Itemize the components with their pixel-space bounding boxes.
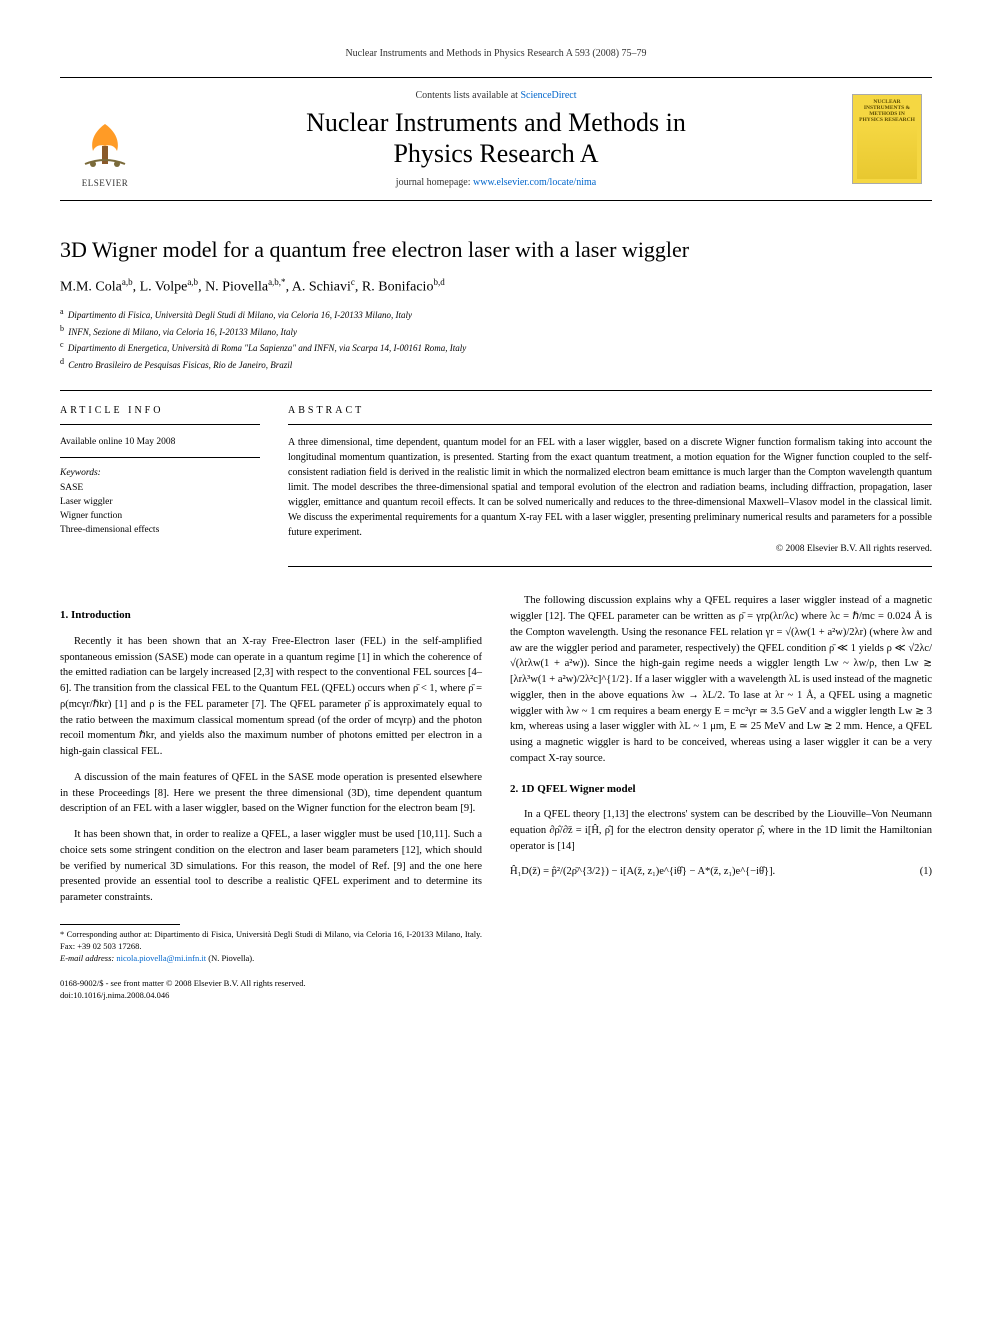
email-who: (N. Piovella). bbox=[206, 953, 254, 963]
section-1-head: 1. Introduction bbox=[60, 607, 482, 624]
email-label: E-mail address: bbox=[60, 953, 116, 963]
email-link[interactable]: nicola.piovella@mi.infn.it bbox=[116, 953, 206, 963]
bottom-meta: 0168-9002/$ - see front matter © 2008 El… bbox=[60, 978, 482, 1002]
homepage-link[interactable]: www.elsevier.com/locate/nima bbox=[473, 177, 596, 188]
keyword: Three-dimensional effects bbox=[60, 523, 260, 537]
section-1-para-4: The following discussion explains why a … bbox=[510, 593, 932, 766]
publisher-label: ELSEVIER bbox=[82, 178, 129, 188]
front-matter-line: 0168-9002/$ - see front matter © 2008 El… bbox=[60, 978, 482, 990]
section-1-para-1: Recently it has been shown that an X-ray… bbox=[60, 634, 482, 760]
abstract-head: ABSTRACT bbox=[288, 405, 932, 425]
masthead: ELSEVIER Contents lists available at Sci… bbox=[60, 78, 932, 201]
section-1-para-2: A discussion of the main features of QFE… bbox=[60, 770, 482, 817]
article-info-column: ARTICLE INFO Available online 10 May 200… bbox=[60, 405, 260, 567]
keywords-head: Keywords: bbox=[60, 466, 260, 480]
info-divider bbox=[60, 457, 260, 458]
authors: M.M. Colaa,b, L. Volpea,b, N. Piovellaa,… bbox=[60, 277, 932, 296]
abstract-text: A three dimensional, time dependent, qua… bbox=[288, 437, 932, 538]
elsevier-tree-icon bbox=[75, 116, 135, 176]
body-columns: 1. Introduction Recently it has been sho… bbox=[60, 593, 932, 1002]
affiliation: c Dipartimento di Energetica, Università… bbox=[60, 339, 932, 356]
journal-name-line2: Physics Research A bbox=[393, 139, 598, 168]
article-title: 3D Wigner model for a quantum free elect… bbox=[60, 237, 932, 263]
journal-name: Nuclear Instruments and Methods in Physi… bbox=[158, 107, 834, 169]
article-info-body: Available online 10 May 2008 Keywords: S… bbox=[60, 435, 260, 538]
affiliations: a Dipartimento di Fisica, Università Deg… bbox=[60, 306, 932, 372]
journal-name-line1: Nuclear Instruments and Methods in bbox=[306, 108, 686, 137]
cover-thumb-title: NUCLEAR INSTRUMENTS & METHODS IN PHYSICS… bbox=[857, 99, 917, 123]
running-head: Nuclear Instruments and Methods in Physi… bbox=[60, 48, 932, 59]
sciencedirect-link[interactable]: ScienceDirect bbox=[520, 90, 576, 101]
corresponding-author-note: * Corresponding author at: Dipartimento … bbox=[60, 929, 482, 953]
section-2-para-1: In a QFEL theory [1,13] the electrons' s… bbox=[510, 807, 932, 854]
affiliation: d Centro Brasileiro de Pesquisas Fisicas… bbox=[60, 356, 932, 373]
equation-1-body: Ĥ₁D(z̄) = p̂²/(2ρ̄^{3/2}) − i[A(z̄, z₁)e… bbox=[510, 864, 902, 880]
article-info-head: ARTICLE INFO bbox=[60, 405, 260, 425]
page: Nuclear Instruments and Methods in Physi… bbox=[0, 0, 992, 1042]
available-online: Available online 10 May 2008 bbox=[60, 435, 260, 449]
equation-1-number: (1) bbox=[902, 864, 932, 880]
keyword: SASE bbox=[60, 481, 260, 495]
masthead-right: NUCLEAR INSTRUMENTS & METHODS IN PHYSICS… bbox=[842, 86, 932, 192]
section-1-para-3: It has been shown that, in order to real… bbox=[60, 827, 482, 906]
equation-1: Ĥ₁D(z̄) = p̂²/(2ρ̄^{3/2}) − i[A(z̄, z₁)e… bbox=[510, 864, 932, 880]
info-abstract-row: ARTICLE INFO Available online 10 May 200… bbox=[60, 390, 932, 567]
affiliation: a Dipartimento di Fisica, Università Deg… bbox=[60, 306, 932, 323]
contents-line: Contents lists available at ScienceDirec… bbox=[158, 90, 834, 101]
doi-line: doi:10.1016/j.nima.2008.04.046 bbox=[60, 990, 482, 1002]
homepage-line: journal homepage: www.elsevier.com/locat… bbox=[158, 177, 834, 188]
section-2-head: 2. 1D QFEL Wigner model bbox=[510, 781, 932, 798]
affiliation: b INFN, Sezione di Milano, via Celoria 1… bbox=[60, 323, 932, 340]
abstract-column: ABSTRACT A three dimensional, time depen… bbox=[288, 405, 932, 567]
cover-thumb-body bbox=[857, 125, 917, 179]
homepage-prefix: journal homepage: bbox=[396, 177, 473, 188]
abstract-body: A three dimensional, time dependent, qua… bbox=[288, 435, 932, 567]
masthead-center: Contents lists available at ScienceDirec… bbox=[150, 86, 842, 192]
journal-cover-thumb: NUCLEAR INSTRUMENTS & METHODS IN PHYSICS… bbox=[852, 94, 922, 184]
abstract-copyright: © 2008 Elsevier B.V. All rights reserved… bbox=[288, 542, 932, 556]
contents-prefix: Contents lists available at bbox=[415, 90, 520, 101]
keyword: Wigner function bbox=[60, 509, 260, 523]
publisher-logo-block: ELSEVIER bbox=[60, 86, 150, 192]
footnotes: * Corresponding author at: Dipartimento … bbox=[60, 929, 482, 965]
email-line: E-mail address: nicola.piovella@mi.infn.… bbox=[60, 953, 482, 965]
keyword: Laser wiggler bbox=[60, 495, 260, 509]
footnote-rule bbox=[60, 924, 180, 925]
